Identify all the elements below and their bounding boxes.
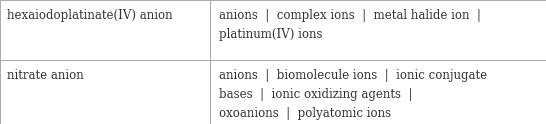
Text: bases  |  ionic oxidizing agents  |: bases | ionic oxidizing agents | [219,88,413,101]
Text: nitrate anion: nitrate anion [7,69,84,82]
Text: anions  |  biomolecule ions  |  ionic conjugate: anions | biomolecule ions | ionic conjug… [219,69,488,82]
Text: hexaiodoplatinate(IV) anion: hexaiodoplatinate(IV) anion [7,9,172,22]
Text: platinum(IV) ions: platinum(IV) ions [219,28,323,41]
Bar [0,0,210,60]
Text: oxoanions  |  polyatomic ions: oxoanions | polyatomic ions [219,107,391,120]
Text: anions  |  complex ions  |  metal halide ion  |: anions | complex ions | metal halide ion… [219,9,482,22]
Bar [0,60,210,124]
Bar [210,0,546,60]
Bar [210,60,546,124]
